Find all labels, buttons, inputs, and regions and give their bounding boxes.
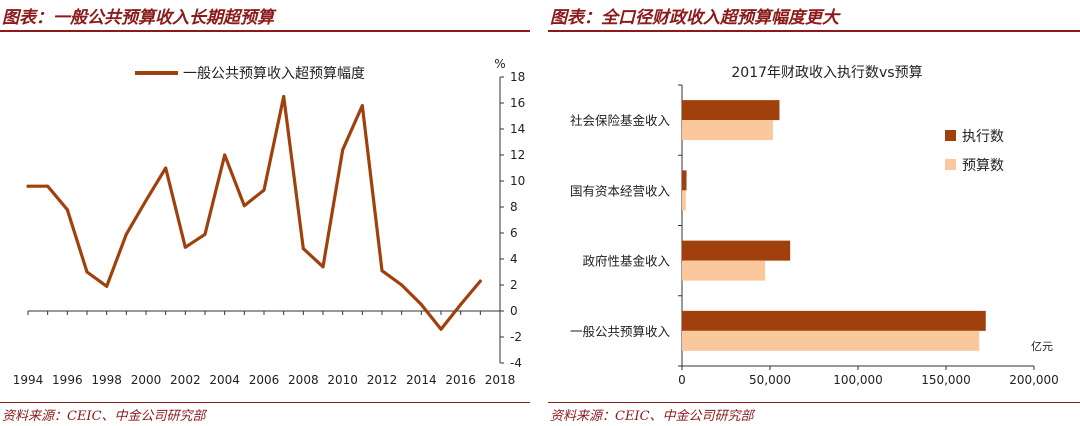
x-tick-label: 2010 — [327, 373, 358, 387]
x-tick-label: 0 — [678, 373, 686, 387]
x-tick-label: 2006 — [249, 373, 280, 387]
y-tick-label: 6 — [510, 226, 518, 240]
data-point — [85, 270, 89, 274]
bar-actual — [682, 100, 780, 121]
y-tick-label: 8 — [510, 200, 518, 214]
legend-label: 预算数 — [962, 158, 1004, 174]
bar-budget — [682, 260, 766, 281]
bar-budget — [682, 330, 980, 351]
y-axis-unit: % — [494, 57, 505, 71]
y-tick-label: -2 — [510, 330, 522, 344]
bar-actual — [682, 310, 986, 331]
category-label: 政府性基金收入 — [582, 254, 670, 269]
x-tick-label: 2000 — [131, 373, 162, 387]
x-tick-label: 100,000 — [833, 373, 883, 387]
y-tick-label: 14 — [510, 122, 525, 136]
chart-title: 2017年财政收入执行数vs预算 — [731, 65, 922, 81]
data-point — [439, 327, 443, 331]
y-tick-label: 16 — [510, 96, 525, 110]
x-tick-label: 2018 — [485, 373, 516, 387]
y-tick-label: 2 — [510, 278, 518, 292]
data-point — [26, 184, 30, 188]
left-panel: 图表：一般公共预算收入长期超预算 % -4 -2 0 2 4 6 8 10 12 14 16 18 199… — [0, 0, 530, 426]
y-tick-label: 18 — [510, 70, 525, 84]
x-tick-label: 50,000 — [749, 373, 791, 387]
data-point — [478, 279, 482, 283]
x-tick-label: 150,000 — [921, 373, 971, 387]
bar-budget — [682, 190, 686, 211]
data-point — [301, 247, 305, 251]
series-line — [26, 94, 482, 331]
legend-swatch — [945, 130, 956, 141]
data-point — [183, 245, 187, 249]
bar-actual — [682, 170, 687, 191]
x-tick-label: 1998 — [91, 373, 122, 387]
data-point — [242, 204, 246, 208]
bar-budget — [682, 120, 773, 141]
data-point — [164, 166, 168, 170]
x-tick-label: 2008 — [288, 373, 319, 387]
left-source-note: 资料来源：CEIC、中金公司研究部 — [2, 409, 206, 424]
category-label: 一般公共预算收入 — [570, 324, 671, 339]
category-label: 国有资本经营收入 — [570, 183, 671, 198]
y-tick-label: 12 — [510, 148, 525, 162]
y-tick-label: 0 — [510, 304, 518, 318]
data-point — [144, 199, 148, 202]
y-tick-label: 4 — [510, 252, 518, 266]
x-tick-label: 200,000 — [1009, 373, 1059, 387]
data-point — [203, 232, 207, 236]
data-point — [400, 283, 404, 287]
x-tick-label: 1996 — [52, 373, 83, 387]
bar-actual — [682, 240, 791, 261]
line-chart: % -4 -2 0 2 4 6 8 10 12 14 16 18 1994 1996 1998 2000 2002… — [13, 57, 526, 387]
right-source-note: 资料来源：CEIC、中金公司研究部 — [550, 409, 754, 424]
y-tick-label: 10 — [510, 174, 525, 188]
data-point — [65, 208, 69, 212]
legend-label: 执行数 — [962, 129, 1004, 145]
data-point — [124, 232, 128, 236]
x-tick-label: 2004 — [209, 373, 240, 387]
x-tick-label: 2002 — [170, 373, 201, 387]
data-point — [360, 104, 364, 108]
right-panel: 图表：全口径财政收入超预算幅度更大 2017年财政收入执行数vs预算 0 50,00… — [548, 0, 1080, 426]
left-source-rule — [0, 402, 530, 403]
data-point — [341, 148, 345, 152]
data-point — [282, 95, 286, 98]
legend-swatch — [945, 159, 956, 170]
x-tick-label: 2016 — [445, 373, 476, 387]
right-source-rule — [548, 402, 1080, 403]
data-point — [105, 284, 109, 288]
data-point — [419, 303, 423, 306]
right-panel-title: 图表：全口径财政收入超预算幅度更大 — [550, 8, 839, 28]
x-tick-label: 1994 — [13, 373, 44, 387]
bar-chart: 2017年财政收入执行数vs预算 0 50,000 100,000 150,000 200… — [570, 65, 1059, 387]
y-tick-label: -4 — [510, 356, 522, 370]
legend-label: 一般公共预算收入超预算幅度 — [183, 66, 365, 82]
x-tick-label: 2014 — [406, 373, 437, 387]
category-label: 社会保险基金收入 — [570, 113, 671, 128]
x-axis-unit: 亿元 — [1031, 340, 1053, 353]
data-point — [262, 188, 266, 192]
left-panel-title: 图表：一般公共预算收入长期超预算 — [2, 8, 274, 28]
data-point — [321, 265, 325, 269]
right-title-rule — [548, 30, 1080, 32]
data-point — [46, 184, 50, 188]
data-point — [459, 303, 463, 306]
x-tick-label: 2012 — [367, 373, 398, 387]
left-title-rule — [0, 30, 530, 32]
data-point — [223, 153, 227, 157]
data-point — [380, 269, 384, 273]
